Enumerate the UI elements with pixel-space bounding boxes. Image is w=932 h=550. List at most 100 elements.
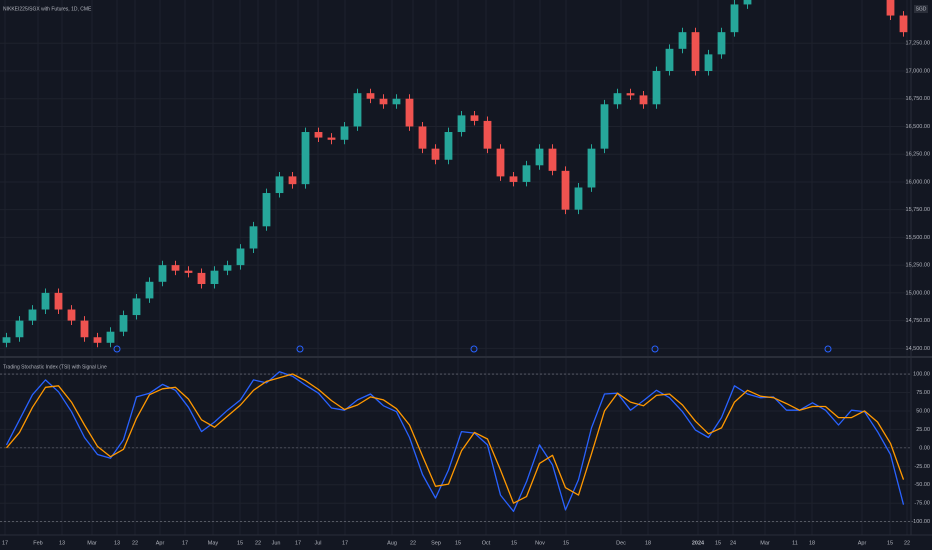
x-tick-label: Mar <box>760 540 770 546</box>
candle-body <box>899 15 908 33</box>
candle-body <box>41 292 50 310</box>
y-tick-label: 15,750.00 <box>906 207 930 213</box>
indicator-line <box>5 371 905 513</box>
y-tick-label: 16,500.00 <box>906 124 930 130</box>
candle-body <box>106 331 115 343</box>
candle-body <box>301 132 310 185</box>
candle-body <box>691 32 700 71</box>
y-tick-label: 16,750.00 <box>906 96 930 102</box>
candle-body <box>665 48 674 71</box>
candle-body <box>639 95 648 105</box>
candle-body <box>275 176 284 194</box>
candle-body <box>574 187 583 210</box>
candle-body <box>522 165 531 182</box>
event-marker[interactable] <box>296 345 304 353</box>
x-tick-label: Jun <box>272 540 281 546</box>
candle-body <box>184 270 193 273</box>
candle-body <box>470 115 479 121</box>
candle-body <box>444 132 453 160</box>
event-marker[interactable] <box>651 345 659 353</box>
indicator-title: Trading Stochastic Index (TSI) with Sign… <box>3 364 107 370</box>
x-tick-label: 13 <box>114 540 120 546</box>
x-tick-label: Jul <box>314 540 321 546</box>
x-tick-label: 22 <box>410 540 416 546</box>
candle-body <box>158 265 167 282</box>
x-tick-label: 17 <box>182 540 188 546</box>
y-tick-label: 14,500.00 <box>906 346 930 352</box>
candle-body <box>509 176 518 182</box>
price-pane <box>2 0 908 348</box>
candle-body <box>535 148 544 166</box>
currency: SGD <box>916 6 927 12</box>
candle-body <box>197 272 206 284</box>
y-tick-label: 15,000.00 <box>906 290 930 296</box>
candle-body <box>210 270 219 284</box>
candle-body <box>236 248 245 266</box>
x-tick-label: 17 <box>342 540 348 546</box>
x-tick-label: May <box>208 540 219 546</box>
candle-body <box>418 126 427 149</box>
y-tick-label: 25.00 <box>916 427 930 433</box>
x-tick-label: 22 <box>904 540 910 546</box>
candle-body <box>717 32 726 55</box>
y-tick-label: 75.00 <box>916 390 930 396</box>
candle-body <box>28 309 37 321</box>
x-tick-label: 15 <box>455 540 461 546</box>
y-tick-label: 14,750.00 <box>906 318 930 324</box>
candle-body <box>340 126 349 140</box>
symbol-title: NIKKEI225/SGX with Futures, 1D, CME <box>3 6 92 12</box>
axes: 17 Feb 13 Mar 13 22 Apr 17 May 15 22 Jun 17 Jul 17 Aug 2… <box>2 41 930 547</box>
x-tick-label: Aug <box>387 540 397 546</box>
candle-body <box>626 93 635 96</box>
candle-body <box>379 98 388 105</box>
y-tick-label: 16,000.00 <box>906 179 930 185</box>
candle-body <box>262 193 271 227</box>
x-tick-label: 24 <box>730 540 736 546</box>
candle-body <box>366 93 375 99</box>
candle-body <box>93 337 102 343</box>
x-tick-label: Feb <box>33 540 42 546</box>
event-marker[interactable] <box>113 345 121 353</box>
candle-body <box>548 148 557 171</box>
candle-body <box>561 170 570 210</box>
y-tick-label: -25.00 <box>914 464 930 470</box>
x-tick-label: Apr <box>858 540 867 546</box>
event-marker[interactable] <box>824 345 832 353</box>
candle-body <box>678 32 687 49</box>
x-tick-label: 22 <box>255 540 261 546</box>
x-tick-label: 17 <box>295 540 301 546</box>
y-tick-label: -75.00 <box>914 501 930 507</box>
x-tick-label: 22 <box>132 540 138 546</box>
candle-body <box>288 176 297 185</box>
candle-body <box>587 148 596 188</box>
candle-body <box>600 104 609 149</box>
currency-badge[interactable] <box>914 5 928 13</box>
candle-body <box>223 265 232 271</box>
x-tick-label: 15 <box>511 540 517 546</box>
candle-body <box>704 54 713 71</box>
y-tick-label: 15,500.00 <box>906 235 930 241</box>
x-tick-label: Dec <box>616 540 626 546</box>
y-tick-label: 17,000.00 <box>906 68 930 74</box>
event-marker[interactable] <box>470 345 478 353</box>
x-tick-label: Mar <box>87 540 97 546</box>
y-tick-label: 50.00 <box>916 408 930 414</box>
x-tick-label: 17 <box>2 540 8 546</box>
candle-body <box>431 148 440 160</box>
y-tick-label: 17,250.00 <box>906 41 930 47</box>
candle-body <box>483 120 492 149</box>
candle-body <box>730 4 739 33</box>
x-tick-label: Apr <box>156 540 165 546</box>
x-tick-label: 13 <box>59 540 65 546</box>
x-tick-label: 15 <box>887 540 893 546</box>
candle-body <box>743 0 752 5</box>
candle-body <box>457 115 466 133</box>
y-tick-label: 15,250.00 <box>906 263 930 269</box>
y-tick-label: -50.00 <box>914 482 930 488</box>
candle-body <box>652 71 661 105</box>
candle-body <box>327 137 336 140</box>
candle-body <box>2 337 11 343</box>
candle-body <box>249 226 258 249</box>
